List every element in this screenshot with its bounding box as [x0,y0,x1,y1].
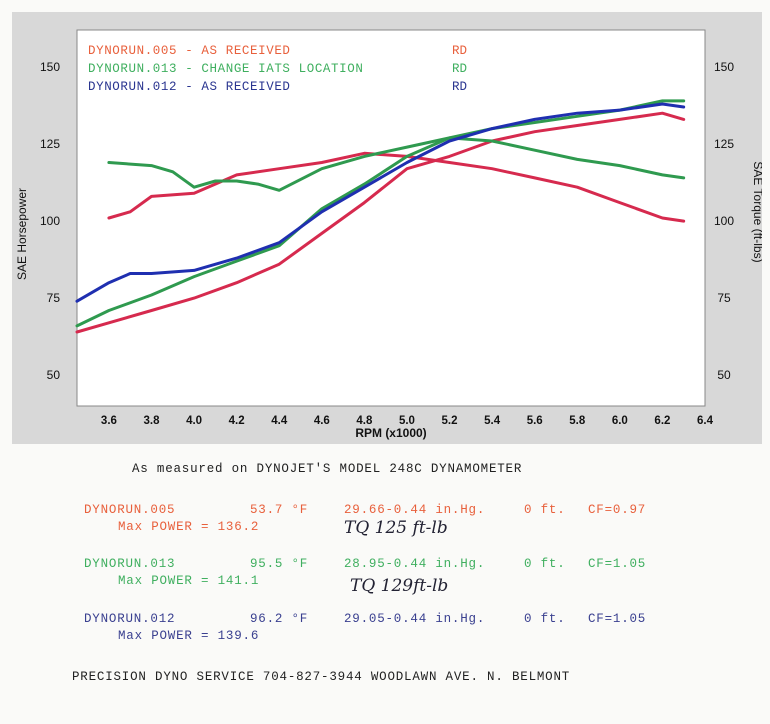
legend-entry-name: DYNORUN.005 - AS RECEIVED [88,44,291,58]
y-tick-label-left: 75 [47,291,61,305]
run-temp: 95.5 °F [250,557,309,571]
company-info: PRECISION DYNO SERVICE 704-827-3944 WOOD… [72,670,571,684]
run-alt: 0 ft. [524,503,566,517]
run-temp: 96.2 °F [250,612,309,626]
run-temp: 53.7 °F [250,503,309,517]
x-tick-label: 6.2 [654,415,670,427]
y-axis-label-left: SAE Horsepower [15,188,29,280]
run-baro: 28.95-0.44 in.Hg. [344,557,486,571]
x-tick-label: 3.8 [144,415,161,427]
run-cf: CF=1.05 [588,557,647,571]
run-max-power: Max POWER = 136.2 [118,520,260,534]
chart-legend: DYNORUN.005 - AS RECEIVED RD DYNORUN.013 -… [88,44,467,94]
y-tick-label-left: 100 [40,214,60,228]
x-tick-label: 4.6 [314,415,330,427]
x-tick-label: 4.2 [229,415,245,427]
handwritten-torque-note: TQ 125 ft-lb [344,518,448,538]
run-name: DYNORUN.012 [84,612,176,626]
axis-ticks: 3.6 3.8 4.0 4.2 4.4 4.6 4.8 5.0 5.2 5.4 5.6 5.8 6.0 6… [40,60,734,427]
run-alt: 0 ft. [524,557,566,571]
x-tick-label: 5.4 [484,415,501,427]
dynorun-005-hp-line [75,111,686,334]
y-tick-label-left: 125 [40,137,60,151]
run-baro: 29.05-0.44 in.Hg. [344,612,486,626]
handwritten-torque-note: TQ 129ft-lb [350,576,449,596]
run-name: DYNORUN.005 [84,503,176,517]
legend-entry-name: DYNORUN.013 - CHANGE IATS LOCATION [88,62,363,76]
x-tick-label: 4.4 [271,415,288,427]
run-alt: 0 ft. [524,612,566,626]
run-name: DYNORUN.013 [84,557,176,571]
y-axis-label-right: SAE Torque (ft-lbs) [751,161,762,262]
legend-entry-tag: RD [452,80,467,94]
run-cf: CF=0.97 [588,503,647,517]
dyno-chart-panel: DYNORUN.005 - AS RECEIVED RD DYNORUN.013 -… [12,12,762,444]
plot-area [76,29,706,407]
dyno-chart: DYNORUN.005 - AS RECEIVED RD DYNORUN.013 -… [15,29,762,440]
x-tick-label: 5.6 [527,415,543,427]
dynorun-005-tq-line [107,151,686,223]
y-tick-label-right: 125 [714,137,734,151]
y-tick-label-right: 50 [717,368,731,382]
dynorun-013-hp-line [75,99,686,328]
y-tick-label-left: 50 [47,368,61,382]
x-tick-label: 5.8 [569,415,586,427]
y-tick-label-right: 150 [714,60,734,74]
x-tick-label: 4.8 [356,415,373,427]
x-axis-label: RPM (x1000) [355,426,426,440]
run-cf: CF=1.05 [588,612,647,626]
x-tick-label: 4.0 [186,415,202,427]
x-tick-label: 5.2 [442,415,458,427]
dynorun-012-hp-line [75,102,686,303]
y-tick-label-left: 150 [40,60,60,74]
legend-entry-tag: RD [452,44,467,58]
legend-entry-name: DYNORUN.012 - AS RECEIVED [88,80,291,94]
y-tick-label-right: 100 [714,214,734,228]
run-baro: 29.66-0.44 in.Hg. [344,503,486,517]
x-tick-label: 6.0 [612,415,628,427]
series-lines [75,99,686,334]
x-tick-label: 6.4 [697,415,714,427]
y-tick-label-right: 75 [717,291,731,305]
run-max-power: Max POWER = 139.6 [118,629,260,643]
x-tick-label: 5.0 [399,415,415,427]
legend-entry-tag: RD [452,62,467,76]
x-tick-label: 3.6 [101,415,117,427]
dyno-heading: As measured on DYNOJET'S MODEL 248C DYNA… [132,462,523,476]
run-max-power: Max POWER = 141.1 [118,574,260,588]
dynorun-013-tq-line [107,136,686,192]
